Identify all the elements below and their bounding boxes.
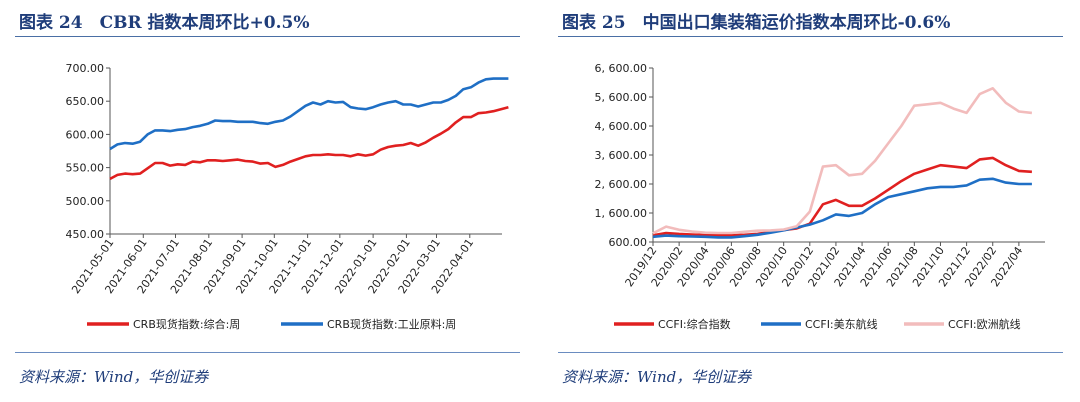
- y-tick-label: 650.00: [66, 95, 105, 108]
- legend-label-1: CRB现货指数:综合:周: [133, 317, 240, 331]
- figure-title: 图表 24 CBR 指数本周环比+0.5%: [19, 13, 310, 33]
- chart-panel-right: 图表 25 中国出口集装箱运价指数本周环比-0.6% 6, 600.00 5, 6…: [558, 0, 1078, 402]
- y-tick-label: 2, 600.00: [595, 178, 647, 191]
- y-tick-label: 600.00: [66, 128, 105, 141]
- y-tick-label: 6, 600.00: [595, 62, 647, 75]
- figure-title: 图表 25 中国出口集装箱运价指数本周环比-0.6%: [562, 13, 951, 33]
- legend-label-2: CRB现货指数:工业原料:周: [327, 317, 456, 331]
- chart-panel-left: 图表 24 CBR 指数本周环比+0.5% 700.00 650.00 600.00…: [15, 0, 535, 402]
- legend-label-1: CCFI:综合指数: [658, 317, 731, 331]
- series-line-1: [652, 156, 1032, 237]
- source-rule: [558, 352, 1063, 353]
- source-note: 资料来源：Wind，华创证券: [19, 368, 209, 386]
- title-rule: [558, 36, 1063, 37]
- y-tick-label: 550.00: [66, 162, 105, 175]
- series-line-2: [109, 77, 509, 151]
- y-tick-label: 1, 600.00: [595, 207, 647, 220]
- y-tick-label: 500.00: [66, 195, 105, 208]
- y-tick-label: 5, 600.00: [595, 91, 647, 104]
- y-tick-label: 600.00: [609, 236, 648, 249]
- source-note: 资料来源：Wind，华创证券: [562, 368, 752, 386]
- title-rule: [15, 36, 520, 37]
- y-tick-label: 3, 600.00: [595, 149, 647, 162]
- legend-label-2: CCFI:美东航线: [805, 317, 878, 331]
- series-line-1: [109, 105, 509, 181]
- line-chart-cbr: 700.00650.00600.00550.00500.00450.002021…: [66, 62, 509, 331]
- line-chart-ccfi: 6, 600.00 5, 600.00 4, 600.00 3, 600.00 2, 6…: [595, 62, 1045, 331]
- y-tick-label: 450.00: [66, 228, 105, 241]
- series-line-2: [652, 177, 1032, 239]
- y-tick-label: 4, 600.00: [595, 120, 647, 133]
- source-rule: [15, 352, 520, 353]
- series-line-3: [652, 87, 1033, 235]
- y-tick-label: 700.00: [66, 62, 105, 75]
- legend-label-3: CCFI:欧洲航线: [948, 317, 1021, 331]
